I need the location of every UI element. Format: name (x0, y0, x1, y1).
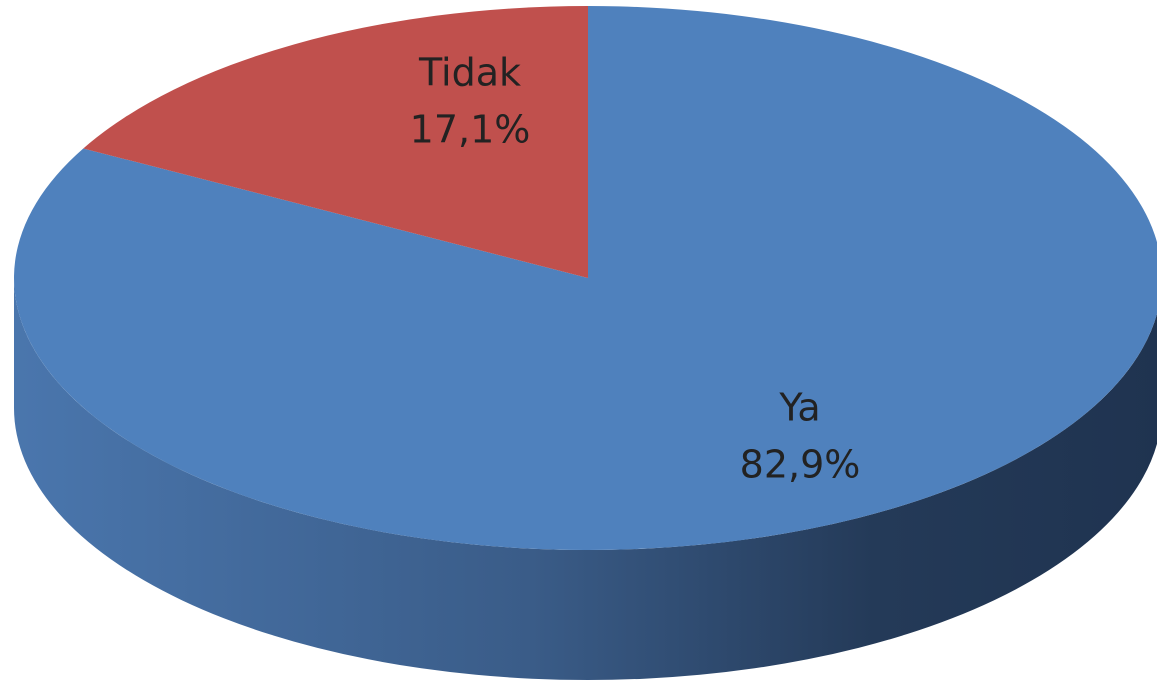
slice-value-label: 82,9% (740, 443, 861, 487)
pie-slice (14, 6, 1157, 550)
slice-value-label: 17,1% (410, 108, 531, 152)
pie-side (14, 278, 1157, 680)
slice-label: Tidak (418, 51, 521, 95)
pie-slice (83, 6, 589, 278)
slice-label: Ya (778, 386, 820, 430)
